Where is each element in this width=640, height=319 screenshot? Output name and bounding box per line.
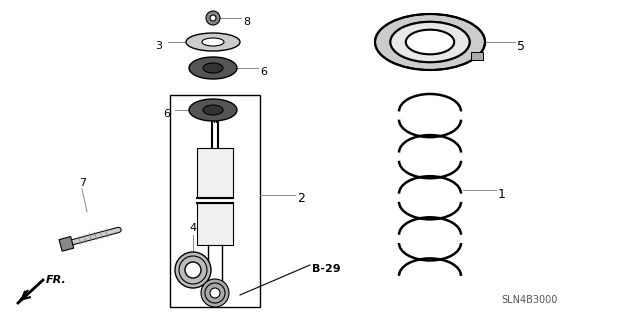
Circle shape xyxy=(201,279,229,307)
Circle shape xyxy=(210,15,216,21)
Circle shape xyxy=(185,262,201,278)
Bar xyxy=(197,148,233,198)
Text: 8: 8 xyxy=(243,17,250,27)
Bar xyxy=(197,203,233,245)
Ellipse shape xyxy=(189,57,237,79)
Ellipse shape xyxy=(406,30,454,54)
Text: 4: 4 xyxy=(189,223,196,233)
Text: B-29: B-29 xyxy=(312,264,340,274)
Bar xyxy=(471,52,483,60)
Text: 6: 6 xyxy=(163,109,170,119)
Text: 3: 3 xyxy=(155,41,162,51)
Ellipse shape xyxy=(189,99,237,121)
Circle shape xyxy=(206,11,220,25)
Ellipse shape xyxy=(203,105,223,115)
Text: 1: 1 xyxy=(498,188,506,201)
Text: SLN4B3000: SLN4B3000 xyxy=(502,295,558,305)
Ellipse shape xyxy=(186,33,240,51)
Text: 5: 5 xyxy=(517,40,525,53)
Text: FR.: FR. xyxy=(46,275,67,285)
Circle shape xyxy=(175,252,211,288)
Ellipse shape xyxy=(203,63,223,73)
Bar xyxy=(170,95,260,307)
Ellipse shape xyxy=(390,22,470,62)
Bar xyxy=(59,236,74,251)
Ellipse shape xyxy=(375,14,485,70)
Ellipse shape xyxy=(202,38,224,46)
Polygon shape xyxy=(18,290,28,303)
Text: 7: 7 xyxy=(79,178,86,188)
Circle shape xyxy=(210,288,220,298)
Text: 2: 2 xyxy=(297,192,305,205)
Text: 6: 6 xyxy=(260,67,267,77)
